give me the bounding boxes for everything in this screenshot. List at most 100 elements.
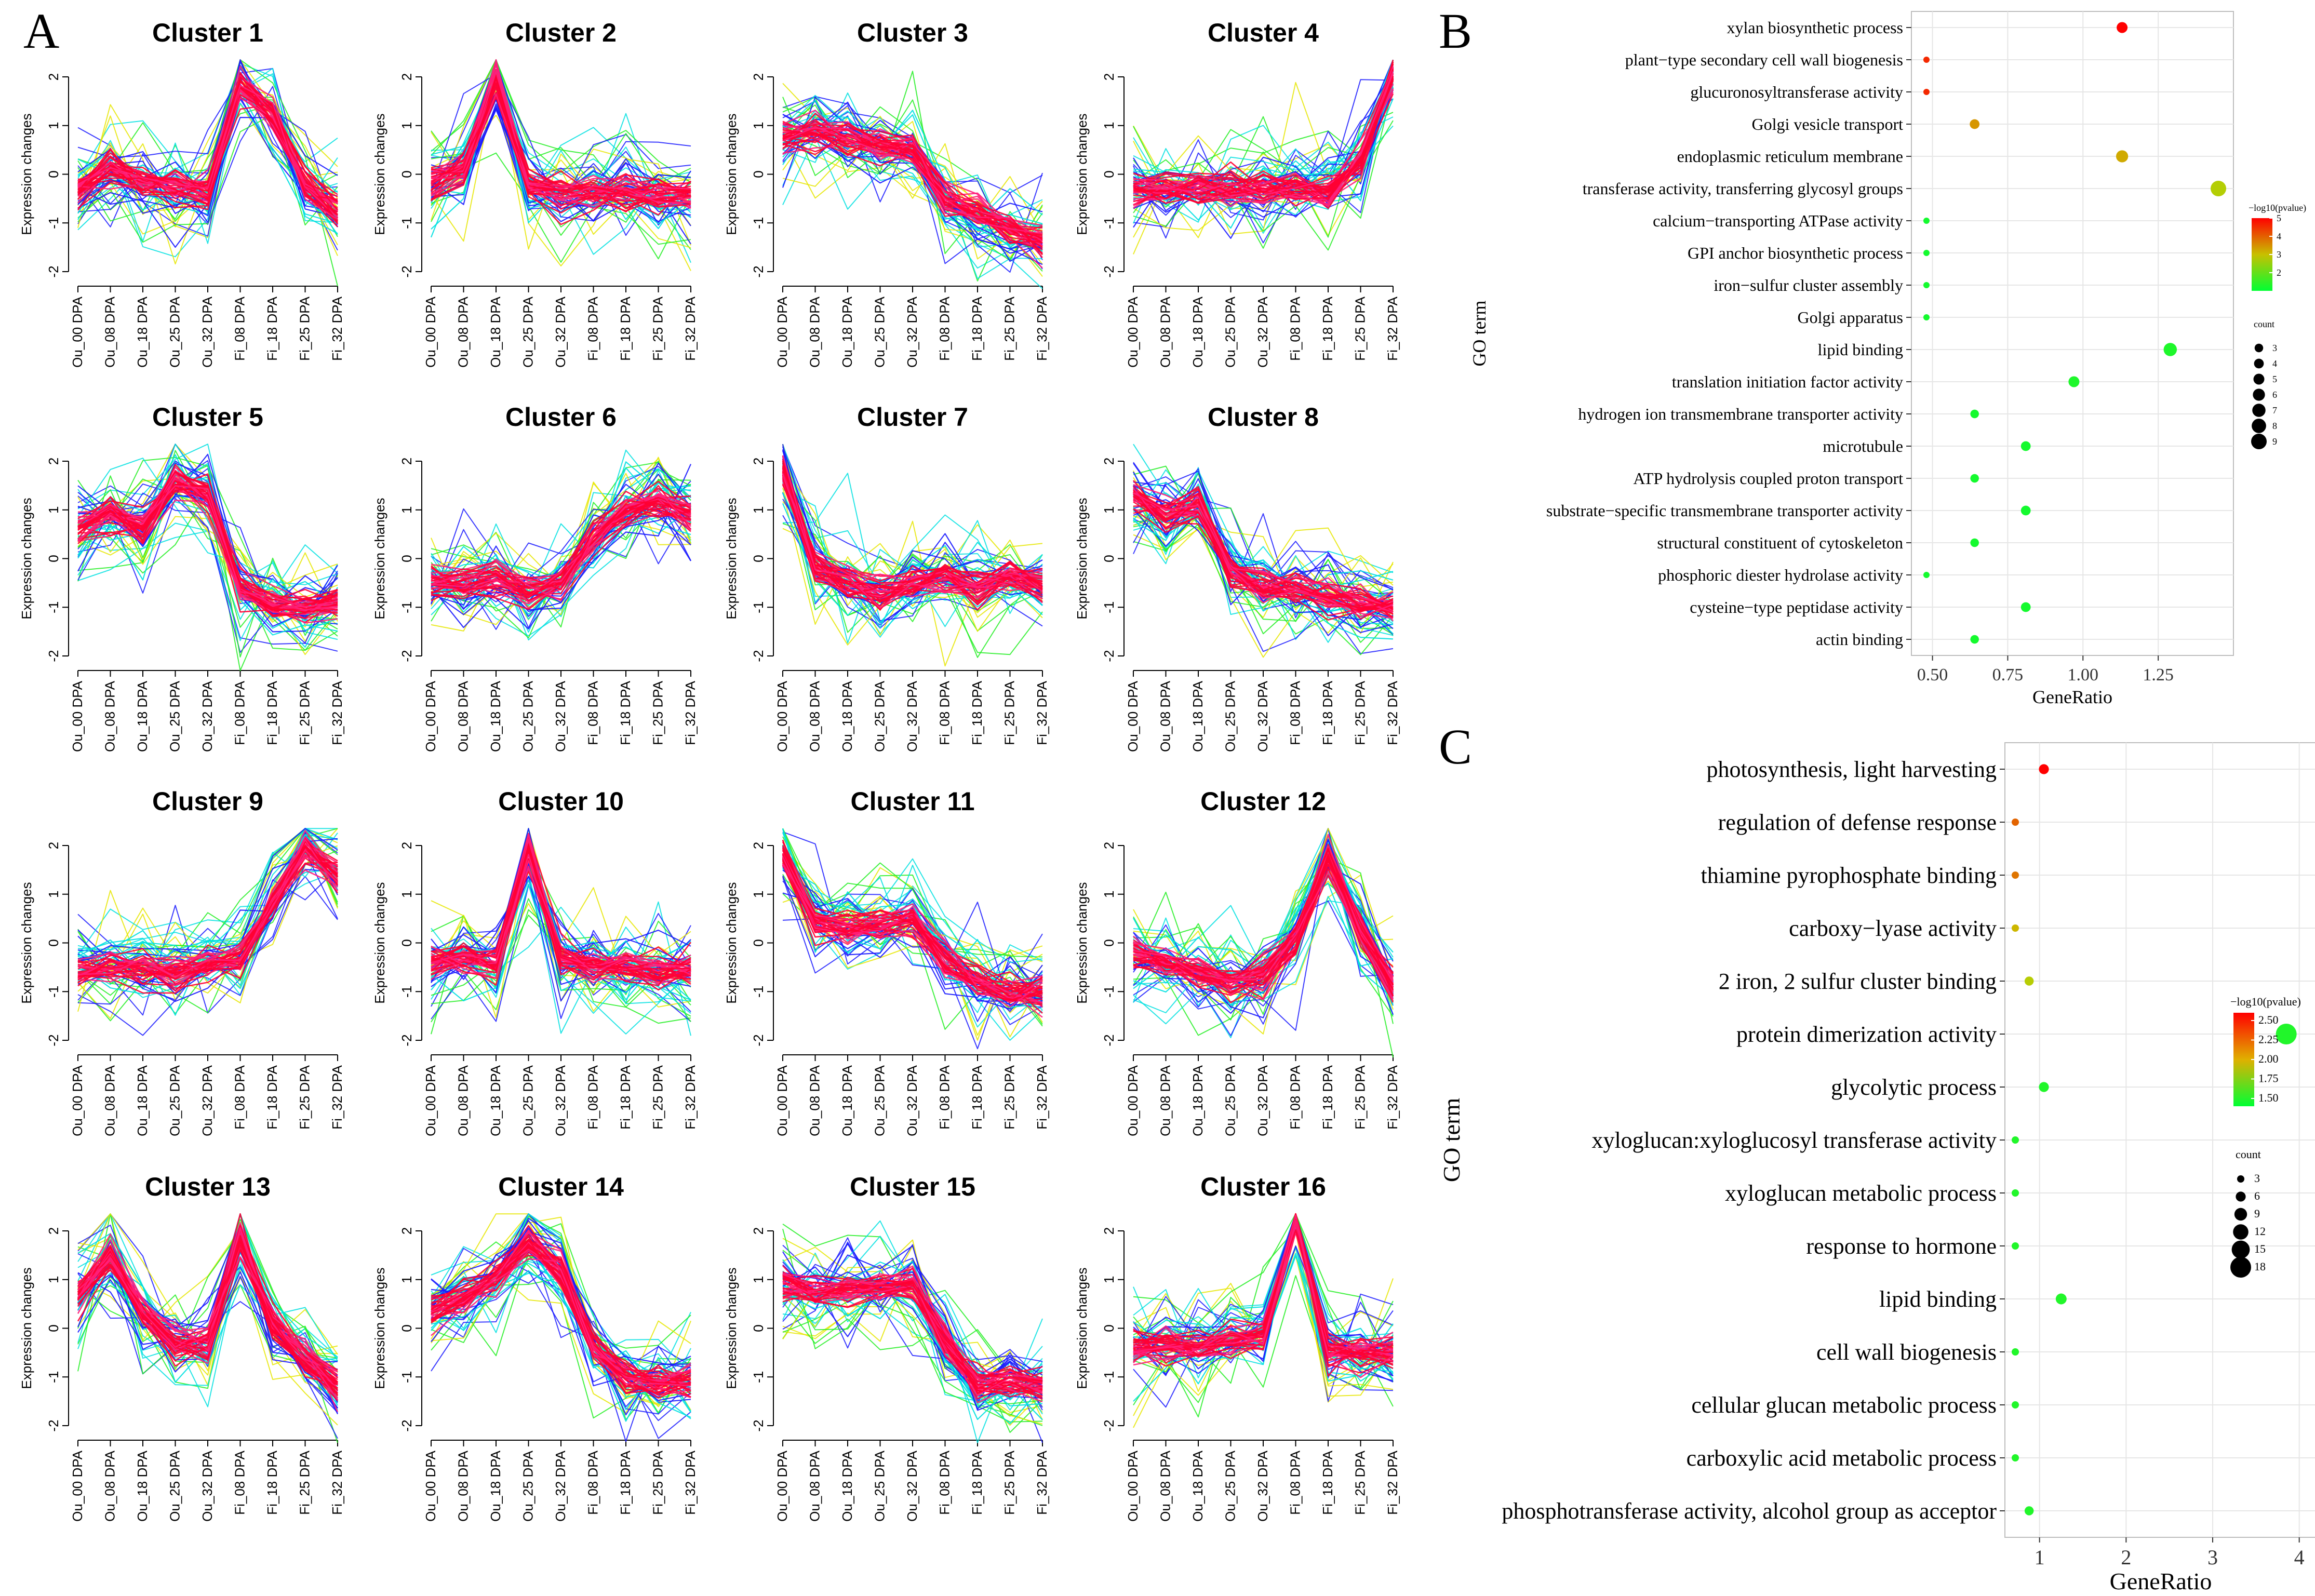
y-axis-label: Expression changes — [372, 498, 387, 619]
gene-profile-line — [782, 459, 1043, 634]
gene-profile-line — [782, 861, 1043, 997]
x-tick-label: Ou_18 DPA — [135, 296, 150, 367]
y-tick-label: -1 — [46, 1371, 61, 1383]
y-tick-label: -2 — [46, 1419, 61, 1431]
x-tick-label: Ou_08 DPA — [807, 296, 823, 367]
go-term-dot — [2024, 976, 2034, 986]
size-legend-dot — [2251, 434, 2267, 449]
gene-profile-line — [77, 485, 338, 604]
cluster-8-plot: Cluster 8 -2 -1 0 1 2 Expression changes Ou_00 … — [1074, 403, 1400, 752]
y-axis-label: Expression changes — [19, 882, 34, 1003]
x-tick-label: Ou_08 DPA — [1158, 1065, 1173, 1136]
x-tick-label: Ou_25 DPA — [872, 1450, 888, 1521]
y-tick-label: 2 — [46, 842, 61, 849]
plot-area — [1911, 11, 2234, 656]
gene-profile-line — [1133, 1213, 1394, 1383]
y-tick-label: 2 — [399, 73, 414, 81]
gene-profile-line — [1133, 847, 1394, 976]
x-tick-label: Ou_08 DPA — [102, 680, 118, 752]
size-legend-label: 5 — [2272, 374, 2277, 384]
gene-profile-line — [782, 469, 1043, 593]
y-tick-label: -1 — [399, 1371, 414, 1383]
gene-profile-line — [782, 120, 1043, 244]
y-tick-label: -2 — [46, 265, 61, 277]
x-tick-label: Ou_32 DPA — [1255, 1065, 1270, 1136]
x-tick-label: Fi_32 DPA — [683, 1450, 698, 1514]
go-term-dot — [2020, 602, 2031, 612]
y-tick-label: 0 — [46, 1324, 61, 1332]
y-tick-label: 2 — [1101, 73, 1117, 81]
cluster-title: Cluster 14 — [498, 1172, 624, 1201]
y-axis-label: Expression changes — [19, 1267, 34, 1389]
go-term-label: lipid binding — [1879, 1286, 1997, 1312]
gene-profile-line — [1133, 492, 1394, 618]
size-legend-dot — [2231, 1240, 2250, 1259]
x-tick-label: Ou_32 DPA — [553, 296, 568, 367]
y-tick-label: 1 — [399, 891, 414, 898]
gene-profile-line — [782, 444, 1043, 627]
x-tick-label: Ou_00 DPA — [1125, 1450, 1141, 1521]
y-tick-label: 1 — [751, 506, 766, 514]
gene-profile-line — [1133, 87, 1394, 219]
gene-profile-line — [1133, 1229, 1394, 1358]
size-legend-dot — [2236, 1191, 2246, 1202]
go-term-dot — [2012, 871, 2019, 879]
size-legend-label: 12 — [2254, 1225, 2266, 1238]
x-tick-label: Fi_18 DPA — [264, 296, 280, 360]
y-axis-title: GO term — [1469, 301, 1490, 367]
gene-profile-line — [431, 1270, 691, 1415]
gene-profile-line — [431, 59, 691, 266]
x-tick-label: Ou_00 DPA — [774, 296, 790, 367]
gene-profile-line — [431, 1242, 691, 1387]
y-tick-label: 1 — [751, 1276, 766, 1283]
gene-profile-line — [782, 485, 1043, 602]
go-term-dot — [1923, 89, 1930, 95]
gene-profile-line — [1133, 69, 1394, 199]
cluster-title: Cluster 15 — [850, 1172, 975, 1201]
gene-profile-line — [77, 461, 338, 603]
go-term-label: glycolytic process — [1831, 1075, 1997, 1100]
x-tick-label: Fi_08 DPA — [232, 680, 248, 745]
go-term-label: plant−type secondary cell wall biogenesi… — [1625, 50, 1903, 69]
x-tick-label: Ou_08 DPA — [456, 1065, 471, 1136]
y-tick-label: 2 — [751, 1227, 766, 1235]
go-term-dot — [2068, 376, 2080, 387]
x-tick-label: Ou_25 DPA — [1223, 680, 1238, 752]
y-tick-label: 2 — [751, 73, 766, 81]
panel-c-letter: C — [1439, 719, 1472, 774]
x-tick-label: Ou_18 DPA — [488, 296, 503, 367]
gene-profile-line — [1133, 465, 1394, 655]
go-term-dot — [2012, 819, 2019, 826]
gene-profile-line — [77, 114, 338, 243]
cluster-title: Cluster 1 — [152, 18, 263, 47]
x-tick-label: Ou_00 DPA — [70, 680, 85, 752]
x-tick-label: Ou_32 DPA — [904, 1450, 920, 1521]
gene-profile-line — [77, 464, 338, 609]
x-tick-label: 1.00 — [2068, 665, 2099, 685]
cluster-title: Cluster 16 — [1200, 1172, 1326, 1201]
y-tick-label: 1 — [46, 891, 61, 898]
gene-profile-line — [431, 490, 691, 601]
y-tick-label: -1 — [1101, 1371, 1117, 1383]
gene-profile-line — [431, 860, 691, 973]
size-legend-dot — [2233, 1224, 2249, 1240]
gene-profile-line — [431, 847, 691, 972]
y-tick-label: 0 — [751, 939, 766, 946]
x-tick-label: Ou_08 DPA — [1158, 680, 1173, 752]
size-legend-dot — [2252, 404, 2266, 417]
x-tick-label: Ou_32 DPA — [1255, 296, 1270, 367]
x-tick-label: Fi_08 DPA — [937, 1065, 953, 1129]
go-term-label: cysteine−type peptidase activity — [1690, 598, 1903, 616]
x-tick-label: Ou_32 DPA — [1255, 1450, 1270, 1521]
y-axis-label: Expression changes — [1074, 498, 1090, 619]
go-term-label: iron−sulfur cluster assembly — [1714, 276, 1903, 294]
y-axis-label: Expression changes — [724, 498, 739, 619]
gene-profile-line — [1133, 1219, 1394, 1367]
y-tick-label: 1 — [46, 506, 61, 514]
y-tick-label: 0 — [751, 1324, 766, 1332]
y-tick-label: 2 — [46, 73, 61, 81]
gene-profile-line — [77, 856, 338, 980]
x-tick-label: Fi_08 DPA — [937, 296, 953, 360]
y-tick-label: -2 — [751, 1419, 766, 1431]
go-term-dot — [2117, 22, 2128, 33]
